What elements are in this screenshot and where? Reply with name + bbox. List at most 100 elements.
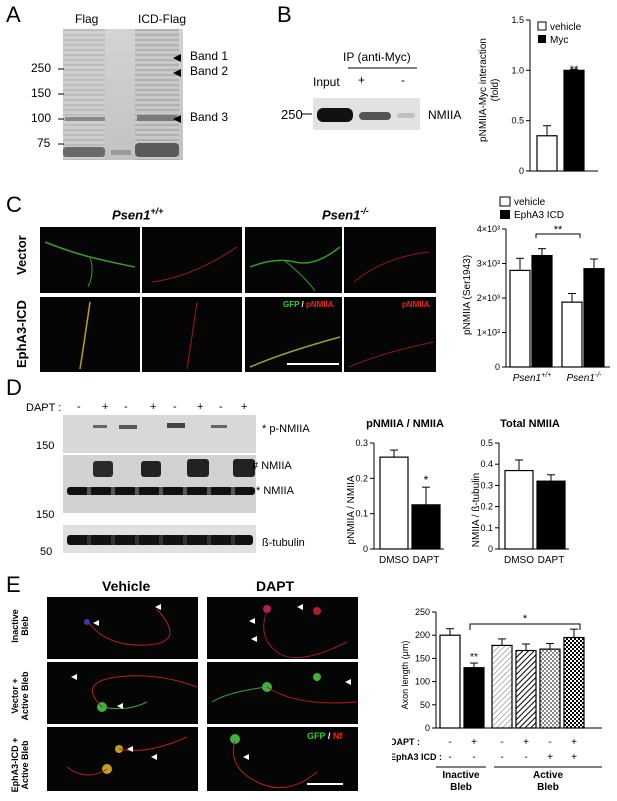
axon-bar-4 bbox=[515, 649, 537, 729]
micrograph-c2 bbox=[142, 227, 242, 293]
group-psen1-wt: Psen1+/+ bbox=[513, 372, 551, 384]
marker-150-d2: 150 bbox=[36, 509, 55, 521]
bar-myc bbox=[563, 69, 585, 172]
legend-myc-swatch bbox=[538, 35, 546, 43]
dapt-sign-lane-5: - bbox=[173, 401, 177, 413]
chartD2-bar-dmso bbox=[504, 469, 534, 550]
marker-150: 150 bbox=[31, 86, 52, 100]
scale-bar-e bbox=[307, 783, 343, 785]
label-nmiia: * NMIIA bbox=[256, 485, 294, 497]
nmiia-label-b: NMIIA bbox=[428, 108, 462, 122]
group-psen1-ko: Psen1-/- bbox=[567, 372, 603, 384]
band-3-label: Band 3 bbox=[190, 110, 229, 124]
chart-d1-title: pNMIIA / NMIIA bbox=[366, 418, 444, 430]
row-vector: Vector bbox=[14, 235, 29, 275]
axon-bar-3 bbox=[491, 644, 513, 729]
bar-vehicle bbox=[536, 135, 558, 172]
legend-vehicle-label: vehicle bbox=[550, 22, 582, 33]
chartD1-sig: * bbox=[424, 473, 429, 487]
chart-e-tick-label: 0 bbox=[425, 723, 430, 733]
micrograph-c7: GFP / pNMIIA bbox=[245, 297, 342, 372]
micrograph-e4 bbox=[207, 662, 358, 724]
legend-myc-label: Myc bbox=[550, 35, 568, 46]
stain-label-c2: pNMIIA bbox=[402, 300, 430, 309]
label-tubulin: ß-tubulin bbox=[262, 537, 305, 549]
col-psen1-wt: Psen1+/+ bbox=[112, 206, 164, 223]
row-epha3-icd: EphA3-ICD bbox=[14, 300, 29, 368]
chart-b: pNMIIA-Myc interaction (fold) 0 0.5 1.0 1.5… bbox=[478, 15, 598, 176]
dapt-sign-lane-2: + bbox=[102, 401, 109, 413]
marker-250: 250 bbox=[31, 61, 52, 75]
dapt-sign-lane-4: + bbox=[150, 401, 157, 413]
ip-header: IP (anti-Myc) bbox=[343, 50, 411, 64]
col-vehicle: Vehicle bbox=[102, 578, 151, 594]
chart-e-tick-label: 50 bbox=[420, 700, 430, 710]
chart-e-tick-label: 100 bbox=[415, 677, 430, 687]
sig-e1: ** bbox=[470, 652, 478, 663]
icd-sign-e-6: + bbox=[571, 752, 577, 763]
chartD2-tick-label: 0.5 bbox=[480, 438, 493, 448]
chart-c-tick-label: 4×10³ bbox=[477, 224, 500, 234]
ip-plus: + bbox=[358, 73, 366, 87]
svg-text:pNMIIA-Myc interaction: pNMIIA-Myc interaction bbox=[478, 38, 489, 142]
dapt-sign-e-6: + bbox=[571, 737, 577, 748]
sig-bracket-c bbox=[535, 233, 581, 238]
chart-d2-title: Total NMIIA bbox=[500, 418, 560, 430]
ip-minus: - bbox=[401, 73, 405, 87]
legend-icd-c-label: EphA3 ICD bbox=[514, 210, 564, 221]
row-e1: Inactive Bleb bbox=[10, 609, 30, 643]
chartD2-tick-label: 0.4 bbox=[480, 459, 493, 469]
chart-b-tick-label: 0.5 bbox=[511, 116, 524, 126]
micrograph-c3 bbox=[245, 227, 342, 293]
chart-b-tick-label: 0 bbox=[519, 166, 524, 176]
panel-label-b: B bbox=[277, 2, 292, 27]
chart-d1: pNMIIA / NMIIA pNMIIA / NMIIA 0 0.1 0.2 0.3… bbox=[346, 418, 444, 566]
chart-d2: Total NMIIA NMIIA / ß-tubulin 0 0.1 0.2 0.3… bbox=[471, 418, 569, 566]
sig-b: ** bbox=[570, 64, 579, 76]
chart-d1-ylabel: pNMIIA / NMIIA bbox=[346, 475, 357, 544]
row-e3: EphA3-ICD + Active Bleb bbox=[10, 737, 30, 793]
micrograph-e5 bbox=[47, 727, 198, 791]
blot-tubulin bbox=[63, 525, 256, 553]
chartD2-tick-label: 0.1 bbox=[480, 523, 493, 533]
label-p-nmiia: * p-NMIIA bbox=[262, 423, 310, 435]
col-dapt: DAPT bbox=[256, 578, 295, 594]
dapt-sign-e-3: - bbox=[500, 737, 503, 748]
dapt-sign-lane-7: - bbox=[219, 401, 223, 413]
bar-vehicle-1 bbox=[561, 301, 583, 368]
chart-e: Axon length (μm) 0 50 100 150 200 250 ** * DA… bbox=[392, 607, 602, 793]
bar-vehicle-0 bbox=[509, 269, 531, 368]
sig-bracket-e bbox=[469, 623, 581, 630]
chartD1-bar-dmso bbox=[379, 456, 409, 550]
bar-icd-0 bbox=[531, 254, 553, 368]
chart-c-tick-label: 2×10³ bbox=[477, 293, 500, 303]
panel-label-c: C bbox=[6, 192, 22, 217]
chart-e-tick-label: 200 bbox=[415, 630, 430, 640]
chart-b-tick-label: 1.0 bbox=[511, 65, 524, 75]
dapt-sign-e-2: + bbox=[471, 737, 477, 748]
axon-bar-5 bbox=[539, 648, 561, 729]
chart-c-tick-label: 1×10³ bbox=[477, 328, 500, 338]
group-active-1: Active bbox=[533, 770, 563, 781]
dapt-sign-e-4: + bbox=[523, 737, 529, 748]
chart-c-tick-label: 3×10³ bbox=[477, 259, 500, 269]
chartD1-tick-label: 0 bbox=[363, 544, 368, 554]
micrograph-e1 bbox=[47, 597, 198, 659]
dapt-sign-lane-8: + bbox=[241, 401, 248, 413]
marker-150-d1: 150 bbox=[36, 440, 55, 452]
group-inactive-2: Bleb bbox=[450, 782, 472, 793]
bar-icd-1 bbox=[583, 268, 605, 368]
stain-label-c: GFP / pNMIIA bbox=[283, 300, 334, 309]
marker-75: 75 bbox=[37, 136, 51, 150]
lane-label-flag: Flag bbox=[75, 12, 99, 26]
chart-c-ylabel: pNMIIA (Ser1943) bbox=[462, 255, 473, 335]
col-psen1-ko: Psen1-/- bbox=[322, 206, 369, 223]
icd-sign-e-3: - bbox=[500, 752, 503, 763]
chartD2-tick-label: 0.2 bbox=[480, 502, 493, 512]
label-nmiia-hash: # NMIIA bbox=[252, 460, 292, 472]
dapt-sign-lane-6: + bbox=[197, 401, 204, 413]
micrograph-e3 bbox=[47, 662, 198, 724]
dapt-sign-lane-3: - bbox=[124, 401, 128, 413]
